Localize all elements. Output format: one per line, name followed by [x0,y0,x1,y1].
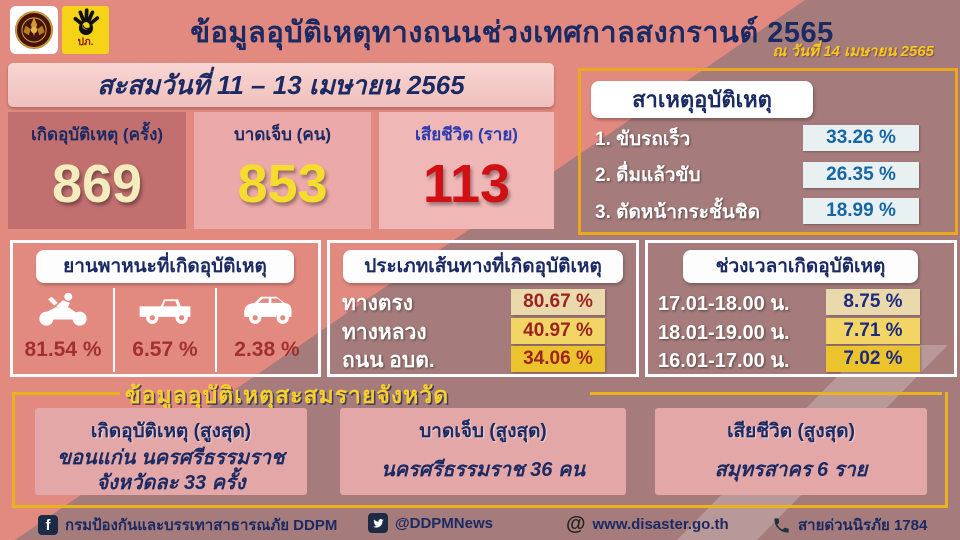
time-range-value: 8.75 % [826,289,920,315]
road-types-panel: ประเภทเส้นทางที่เกิดอุบัติเหตุ ทางตรง 80… [327,240,639,377]
time-ranges-panel: ช่วงเวลาเกิดอุบัติเหตุ 17.01-18.00 น. 8.… [645,240,957,377]
stat-label: เสียชีวิต (ราย) [415,125,518,144]
province-box-injured: บาดเจ็บ (สูงสุด) นครศรีธรรมราช 36 คน [340,408,626,495]
ddpm-logo: ปภ. [62,6,109,54]
footer-twitter[interactable]: @DDPMNews [368,513,493,533]
causes-panel: สาเหตุอุบัติเหตุ 1. ขับรถเร็ว 33.26 % 2.… [578,68,958,235]
road-type-label: ทางหลวง [342,321,427,344]
vehicles-panel: ยานพาหนะที่เกิดอุบัติเหตุ 81.54 % 6.57 % [10,240,321,377]
province-box-line1: สมุทรสาคร 6 ราย [714,459,868,481]
road-type-label: ถนน อบต. [342,349,435,372]
cause-value: 33.26 % [803,125,919,151]
page-title: ข้อมูลอุบัติเหตุทางถนนช่วงเทศกาลสงกรานต์… [190,17,834,49]
divider [215,288,217,372]
province-box-line1: นครศรีธรรมราช 36 คน [380,459,586,481]
ministry-seal-logo [10,6,58,54]
title-rule-right [590,392,942,395]
vehicle-item-car: 2.38 % [217,291,317,362]
road-type-label: ทางตรง [342,292,414,315]
footer-website[interactable]: @ www.disaster.go.th [566,513,729,536]
as-of-date: ณ วันที่ 14 เมษายน 2565 [772,43,934,60]
time-ranges-title: ช่วงเวลาเกิดอุบัติเหตุ [683,250,918,283]
footer-website-label: www.disaster.go.th [592,516,729,533]
stat-card-accidents: เกิดอุบัติเหตุ (ครั้ง) 869 [8,112,186,229]
footer-facebook[interactable]: f กรมป้องกันและบรรเทาสาธารณภัย DDPM [38,513,337,537]
province-box-line2: จังหวัดละ 33 ครั้ง [96,472,246,494]
footer-hotline-label: สายด่วนนิรภัย 1784 [798,517,928,534]
footer-twitter-label: @DDPMNews [395,514,493,532]
motorcycle-icon [39,292,87,326]
stat-label: เกิดอุบัติเหตุ (ครั้ง) [30,125,164,144]
cause-label: 1. ขับรถเร็ว [595,129,691,150]
twitter-icon [368,513,388,533]
time-range-value: 7.71 % [826,318,920,344]
provinces-frame [12,392,948,508]
ddpm-abbr-label: ปภ. [77,37,94,48]
stat-value: 853 [237,154,328,214]
phone-icon [774,517,789,533]
road-type-value: 80.67 % [511,289,605,315]
stat-value: 869 [51,154,143,214]
road-type-value: 34.06 % [511,346,605,372]
vehicle-item-pickup: 6.57 % [115,291,215,362]
vehicle-percent: 6.57 % [132,338,198,361]
car-icon [244,296,292,324]
province-box-label: เสียชีวิต (สูงสุด) [727,421,855,442]
cause-label: 2. ดื่มแล้วขับ [595,165,701,186]
province-box-label: บาดเจ็บ (สูงสุด) [419,421,547,442]
time-range-label: 17.01-18.00 น. [658,293,790,315]
causes-title: สาเหตุอุบัติเหตุ [591,81,813,118]
time-range-label: 18.01-19.00 น. [658,322,790,344]
cause-value: 26.35 % [803,162,919,188]
vehicle-percent: 81.54 % [24,338,102,361]
stat-value: 113 [422,154,511,214]
pickup-truck-icon [139,299,191,324]
stat-card-injured: บาดเจ็บ (คน) 853 [194,112,371,229]
divider [113,288,115,372]
title-rule-left [12,392,120,395]
ministry-seal-icon [15,11,53,49]
vehicles-title: ยานพาหนะที่เกิดอุบัติเหตุ [36,250,294,283]
at-icon: @ [566,513,586,535]
vehicle-item-motorcycle: 81.54 % [13,291,113,362]
province-box-line1: ขอนแก่น นครศรีธรรมราช [57,447,285,469]
road-types-title: ประเภทเส้นทางที่เกิดอุบัติเหตุ [343,250,623,283]
provinces-title: ข้อมูลอุบัติเหตุสะสมรายจังหวัด [125,382,450,408]
hand-icon [73,8,99,36]
province-box-deaths: เสียชีวิต (สูงสุด) สมุทรสาคร 6 ราย [655,408,927,495]
time-range-value: 7.02 % [826,346,920,372]
period-bar: สะสมวันที่ 11 – 13 เมษายน 2565 [8,63,554,107]
vehicle-percent: 2.38 % [234,338,300,361]
footer-facebook-label: กรมป้องกันและบรรเทาสาธารณภัย DDPM [65,517,338,534]
road-type-value: 40.97 % [511,318,605,344]
cause-value: 18.99 % [803,198,919,224]
facebook-icon: f [38,515,58,535]
stat-label: บาดเจ็บ (คน) [234,125,331,144]
province-box-label: เกิดอุบัติเหตุ (สูงสุด) [90,421,252,442]
footer-hotline[interactable]: สายด่วนนิรภัย 1784 [772,513,927,537]
cause-label: 3. ตัดหน้ากระชั้นชิด [595,202,761,223]
time-range-label: 16.01-17.00 น. [658,350,790,372]
province-box-accidents: เกิดอุบัติเหตุ (สูงสุด) ขอนแก่น นครศรีธร… [35,408,307,495]
stat-card-deaths: เสียชีวิต (ราย) 113 [379,112,554,229]
